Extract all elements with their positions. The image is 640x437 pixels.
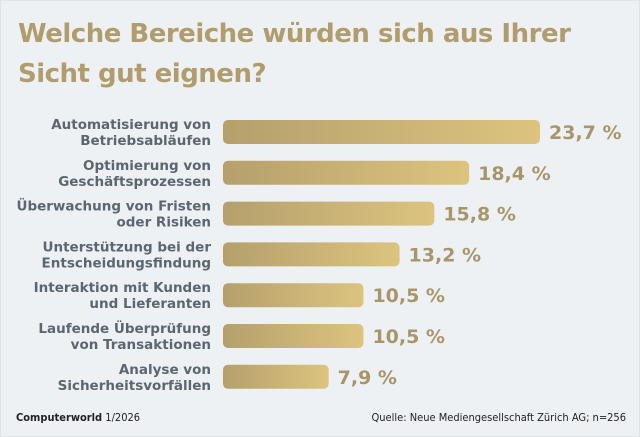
publication-name: Computerworld xyxy=(16,411,103,424)
value-label-5: 10,5 % xyxy=(372,326,445,348)
category-label-5-line-1: von Transaktionen xyxy=(71,337,211,353)
category-label-1-line-1: Geschäftsprozessen xyxy=(58,174,211,190)
category-label-2-line-0: Überwachung von Fristen xyxy=(16,197,211,215)
value-label-2: 15,8 % xyxy=(443,204,516,226)
footer-publication: Computerworld 1/2026 xyxy=(16,411,140,424)
chart-title: Welche Bereiche würden sich aus Ihrer Si… xyxy=(18,19,571,89)
value-label-3: 13,2 % xyxy=(409,244,482,266)
value-label-0: 23,7 % xyxy=(549,122,622,144)
bar-4 xyxy=(223,283,364,308)
category-label-2-line-1: oder Risiken xyxy=(116,215,211,231)
bar-1 xyxy=(223,160,470,185)
bar-0 xyxy=(223,120,540,144)
footer-source: Quelle: Neue Mediengesellschaft Zürich A… xyxy=(371,411,626,424)
value-label-1: 18,4 % xyxy=(478,163,551,185)
publication-issue: 1/2026 xyxy=(105,411,141,424)
bar-6 xyxy=(223,364,329,389)
category-label-0-line-1: Betriebsabläufen xyxy=(80,133,211,149)
bar-5 xyxy=(223,324,364,348)
category-label-4-line-1: und Lieferanten xyxy=(89,296,211,312)
category-label-1-line-0: Optimierung von xyxy=(83,158,211,174)
value-label-6: 7,9 % xyxy=(338,367,397,389)
bars-group: 23,7 % Automatisierung vonBetriebsabläufe… xyxy=(16,117,621,394)
bar-3 xyxy=(223,242,400,267)
category-label-6-line-0: Analyse von xyxy=(119,362,211,378)
category-label-3-line-0: Unterstützung bei der xyxy=(43,239,212,255)
category-label-4-line-0: Interaktion mit Kunden xyxy=(34,280,211,296)
category-label-3-line-1: Entscheidungsfindung xyxy=(42,255,211,271)
bar-2 xyxy=(223,201,435,226)
category-label-5-line-0: Laufende Überprüfung xyxy=(38,319,211,337)
value-label-4: 10,5 % xyxy=(372,285,445,307)
category-label-6-line-1: Sicherheitsvorfällen xyxy=(58,378,211,394)
category-label-0-line-0: Automatisierung von xyxy=(51,117,211,133)
